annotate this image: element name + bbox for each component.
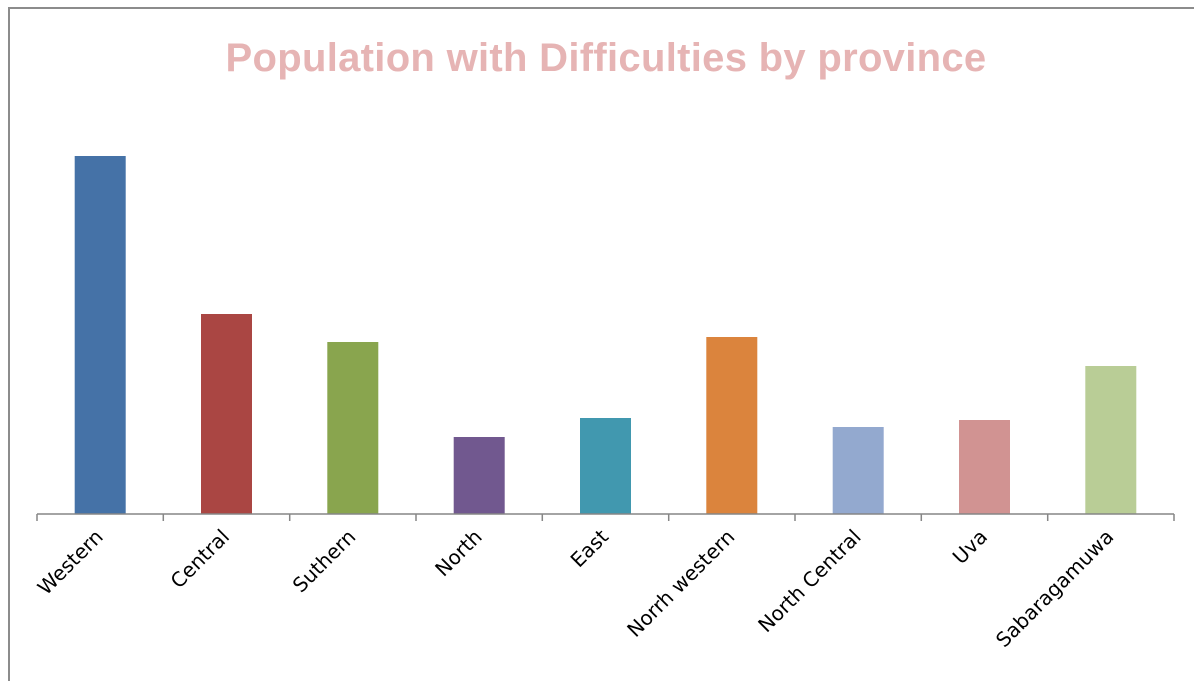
- bar-central: [201, 314, 252, 514]
- x-tick-label: East: [566, 524, 614, 572]
- chart-title: Population with Difficulties by province: [225, 36, 987, 80]
- bar-norrh-western: [706, 337, 758, 514]
- x-tick-label: North: [430, 525, 487, 582]
- bar-uva: [959, 420, 1010, 514]
- x-tick-label: Uva: [948, 525, 992, 569]
- x-tick-label: Suthern: [288, 525, 361, 598]
- bar-east: [580, 418, 631, 514]
- x-tick-label: Western: [33, 525, 108, 600]
- bar-western: [74, 156, 126, 514]
- bar-north-central: [832, 427, 884, 514]
- x-tick-label: Central: [166, 525, 234, 593]
- x-tick-label: North Central: [753, 525, 866, 638]
- bar-suthern: [327, 342, 379, 514]
- x-tick-label: Norrh western: [622, 525, 739, 642]
- bar-north: [453, 437, 505, 514]
- x-tick-label: Sabaragamuwa: [991, 525, 1118, 652]
- bar-sabaragamuwa: [1085, 366, 1137, 514]
